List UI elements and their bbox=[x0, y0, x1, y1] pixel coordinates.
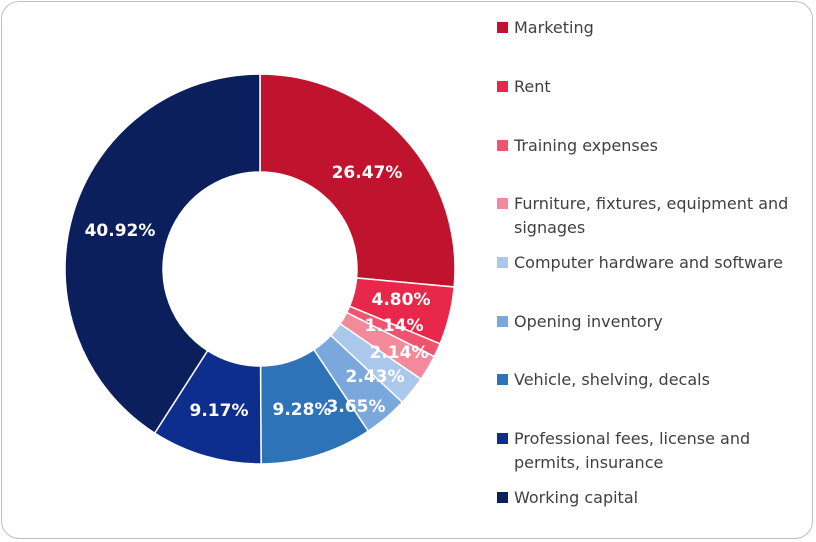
legend-label: Training expenses bbox=[514, 136, 658, 155]
legend-label: Professional fees, license and permits, … bbox=[514, 429, 751, 472]
donut-slices bbox=[64, 73, 456, 465]
legend-label: Working capital bbox=[514, 488, 639, 507]
legend-label: Computer hardware and software bbox=[514, 253, 783, 272]
legend-item: Training expenses bbox=[497, 134, 807, 158]
legend-swatch bbox=[497, 198, 508, 209]
legend-item: Furniture, fixtures, equipment and signa… bbox=[497, 192, 807, 240]
legend-item: Computer hardware and software bbox=[497, 251, 807, 275]
legend-item: Vehicle, shelving, decals bbox=[497, 368, 807, 392]
legend-swatch bbox=[497, 433, 508, 444]
legend-label: Rent bbox=[514, 77, 551, 96]
legend-label: Marketing bbox=[514, 18, 594, 37]
legend-item: Working capital bbox=[497, 486, 807, 510]
legend-swatch bbox=[497, 22, 508, 33]
slice-label-6: 3.65% bbox=[327, 397, 386, 417]
legend-item: Opening inventory bbox=[497, 310, 807, 334]
legend-swatch bbox=[497, 374, 508, 385]
legend-swatch bbox=[497, 81, 508, 92]
legend-item: Marketing bbox=[497, 16, 807, 40]
legend-swatch bbox=[497, 492, 508, 503]
donut-slice-1 bbox=[259, 73, 456, 288]
slice-label-2: 4.80% bbox=[372, 290, 431, 310]
legend-label: Opening inventory bbox=[514, 312, 663, 331]
slice-label-3: 1.14% bbox=[365, 316, 424, 336]
legend-item: Professional fees, license and permits, … bbox=[497, 427, 807, 475]
slice-label-7: 9.28% bbox=[273, 400, 332, 420]
slice-label-4: 2.14% bbox=[370, 343, 429, 363]
slice-labels: 26.47% 4.80% 1.14% 2.14% 2.43% 3.65%9.28% 9.17… bbox=[85, 163, 431, 421]
legend-swatch bbox=[497, 140, 508, 151]
slice-label-5: 2.43% bbox=[346, 367, 405, 387]
legend-item: Rent bbox=[497, 75, 807, 99]
slice-label-1: 26.47% bbox=[332, 163, 403, 183]
slice-label-8: 9.17% bbox=[190, 401, 249, 421]
legend-swatch bbox=[497, 316, 508, 327]
legend-label: Vehicle, shelving, decals bbox=[514, 370, 710, 389]
slice-label-9: 40.92% bbox=[85, 221, 156, 241]
legend-swatch bbox=[497, 257, 508, 268]
legend-label: Furniture, fixtures, equipment and signa… bbox=[514, 194, 789, 237]
donut-slice-9 bbox=[64, 73, 261, 435]
